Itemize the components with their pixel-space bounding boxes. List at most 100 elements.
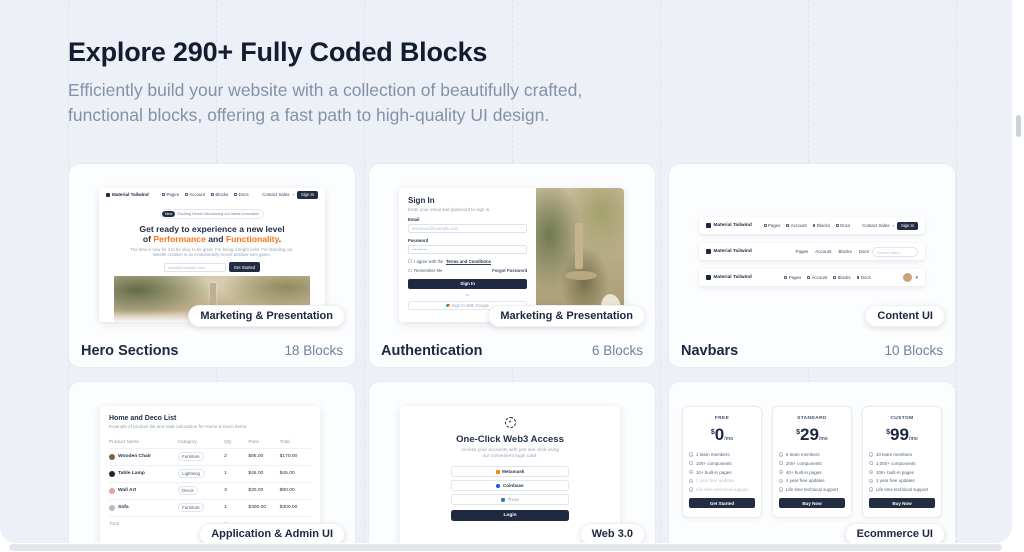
blocks-explorer-section: Explore 290+ Fully Coded Blocks Efficien… <box>0 0 1012 543</box>
card-footer: Authentication 6 Blocks <box>379 343 645 359</box>
mini-brand-label: Material Tailwind <box>112 192 149 197</box>
mini-nav-docs: Docs <box>234 192 249 197</box>
category-badge: Marketing & Presentation <box>188 305 345 327</box>
mini-search-input: Search here... <box>872 246 918 257</box>
contact-sales-link: Contact Sales <box>862 223 890 228</box>
mini-email-field: someone@example.com <box>408 224 528 233</box>
checkbox-icon <box>408 268 412 273</box>
mini-nav-pages: Pages <box>162 192 179 197</box>
mini-user-menu: ▾ <box>903 273 918 282</box>
web3-subtitle: Access your accounts with just one click… <box>460 447 560 459</box>
mini-nav-actions: Contact Sales › Sign In <box>262 190 318 199</box>
block-card-hero-sections[interactable]: Material Tailwind Pages Account Blocks D… <box>68 163 356 368</box>
mini-brand: Material Tailwind <box>106 192 149 197</box>
hero-mini-site: Material Tailwind Pages Account Blocks D… <box>99 188 325 322</box>
card-title: Hero Sections <box>81 343 179 359</box>
category-badge: Web 3.0 <box>579 523 645 543</box>
tier-features: 10 team members 1,000+ components 100+ b… <box>869 452 935 492</box>
mini-hero-paragraph: The time is now for it to be okay to be … <box>130 246 294 258</box>
buy-now-button: Buy Now <box>869 498 935 509</box>
mini-email-input: email@example.com <box>163 262 226 272</box>
mini-navbar: Material Tailwind Pages Account Blocks D… <box>99 188 325 201</box>
table-row: Wooden Chair Furniture 2 $85.00 $170.00 <box>109 447 311 465</box>
product-icon <box>109 504 115 511</box>
product-icon <box>109 470 115 477</box>
announcement-pill: New Exciting News! Introducing our lates… <box>159 209 265 219</box>
mini-nav-actions: Contact Sales › Sign In <box>862 221 918 230</box>
painting-monument <box>210 283 217 312</box>
account-icon <box>786 224 790 227</box>
pricing-tier-free: FREE $0/mo 1 team members 100+ component… <box>682 406 762 519</box>
remember-me-label: Remember Me <box>414 268 443 273</box>
mini-brand: Material Tailwind <box>706 275 752 280</box>
block-card-authentication[interactable]: Sign In Enter your email and password to… <box>368 163 656 368</box>
table-row: Sofa Furniture 1 $300.00 $300.00 <box>109 498 311 516</box>
check-circle-icon <box>779 461 784 466</box>
buy-now-button: Buy Now <box>779 498 845 509</box>
card-title: Navbars <box>681 343 739 359</box>
get-started-button: Get Started <box>689 498 755 509</box>
block-card-navbars[interactable]: Material Tailwind Pages Account Blocks D… <box>668 163 956 368</box>
pricing-tiers: FREE $0/mo 1 team members 100+ component… <box>679 406 945 519</box>
category-badge: Ecommerce UI <box>844 523 945 543</box>
mini-brand: Material Tailwind <box>706 249 752 254</box>
blocks-icon <box>211 193 214 196</box>
checkbox-icon <box>408 259 412 263</box>
web3-preview: ▾ One-Click Web3 Access Access your acco… <box>379 392 645 543</box>
web3-logo-icon: ▾ <box>504 417 516 428</box>
forgot-password-link: Forgot Password <box>492 268 528 273</box>
password-label: Password <box>408 238 429 243</box>
mini-nav-links: Pages Account Blocks Docs <box>162 192 249 197</box>
chevron-down-icon: ▾ <box>915 274 918 281</box>
check-circle-icon <box>689 452 694 457</box>
tier-features: 1 team members 100+ components 10+ built… <box>689 452 755 492</box>
category-pill: Furniture <box>177 452 205 461</box>
mini-signin-button: Sign In <box>408 279 528 289</box>
admin-preview: Home and Deco List Example of product li… <box>79 392 345 543</box>
mini-sign-in-button: Sign In <box>296 190 318 199</box>
check-circle-icon <box>779 469 784 475</box>
block-card-web3[interactable]: ▾ One-Click Web3 Access Access your acco… <box>368 381 656 543</box>
check-circle-icon <box>689 487 694 492</box>
signin-title: Sign In <box>408 196 435 205</box>
mini-navbar-variant-2: Material Tailwind Pages Account Blocks D… <box>699 243 925 260</box>
mini-navbar-stack: Material Tailwind Pages Account Blocks D… <box>699 217 925 286</box>
check-circle-icon <box>779 478 784 484</box>
card-title: Authentication <box>381 343 483 359</box>
card-block-count: 10 Blocks <box>884 343 943 358</box>
email-label: Email <box>408 217 420 222</box>
brand-logo-icon <box>706 223 711 228</box>
category-pill: Lightning <box>177 469 205 478</box>
account-icon <box>807 276 810 279</box>
terms-checkbox-row: I agree with the Terms and Conditions <box>408 259 527 264</box>
category-badge: Content UI <box>865 305 945 327</box>
scrollbar-thumb[interactable] <box>1016 115 1021 137</box>
or-divider: or <box>465 292 470 297</box>
mini-nav-links: Pages Account Blocks Docs <box>763 223 850 228</box>
coinbase-button: Coinbase <box>451 480 569 491</box>
pricing-tier-standard: STANDARD $29/mo 5 team members 200+ comp… <box>772 406 852 519</box>
mini-login-button: Login <box>451 509 569 521</box>
check-circle-icon <box>689 469 694 475</box>
check-circle-icon <box>869 487 874 492</box>
mini-password-field: •••••••••• <box>408 245 528 254</box>
trust-wallet-icon <box>501 497 506 502</box>
dashed-gridline <box>364 0 365 543</box>
tier-name: FREE <box>714 416 730 421</box>
authentication-preview: Sign In Enter your email and password to… <box>379 174 645 330</box>
check-circle-icon <box>869 478 874 484</box>
card-footer: Hero Sections 18 Blocks <box>79 343 345 359</box>
category-pill: Decor <box>177 486 199 495</box>
blocks-grid: Material Tailwind Pages Account Blocks D… <box>68 163 956 543</box>
category-badge: Marketing & Presentation <box>488 305 645 327</box>
auth-garden-painting <box>536 188 624 322</box>
block-card-application-admin[interactable]: Home and Deco List Example of product li… <box>68 381 356 543</box>
auth-mini-panel: Sign In Enter your email and password to… <box>399 188 624 322</box>
products-table: Product Name Category Qty Price Total Wo… <box>109 435 311 533</box>
account-icon <box>184 193 188 196</box>
page-title: Explore 290+ Fully Coded Blocks <box>68 37 488 67</box>
block-card-ecommerce[interactable]: FREE $0/mo 1 team members 100+ component… <box>668 381 956 543</box>
brand-logo-icon <box>106 192 110 197</box>
blocks-icon <box>812 224 816 227</box>
check-circle-icon <box>869 461 874 466</box>
